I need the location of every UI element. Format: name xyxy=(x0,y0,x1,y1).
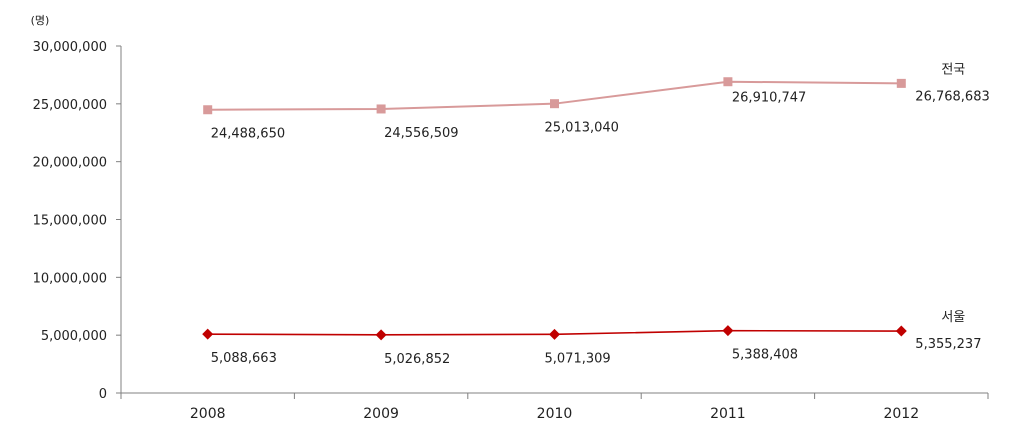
y-tick-label: 10,000,000 xyxy=(33,271,107,286)
data-point xyxy=(375,329,387,341)
y-tick-label: 25,000,000 xyxy=(33,98,107,113)
x-tick-label: 2012 xyxy=(883,406,919,422)
y-tick-label: 30,000,000 xyxy=(33,40,107,55)
data-point xyxy=(722,325,734,337)
x-tick-label: 2011 xyxy=(710,406,746,422)
data-label: 26,910,747 xyxy=(732,91,806,106)
data-label: 25,013,040 xyxy=(545,121,619,136)
y-axis: 0 5,000,000 10,000,000 15,000,000 20,000,000… xyxy=(33,40,122,402)
data-point xyxy=(896,78,906,88)
data-point xyxy=(549,328,560,340)
x-tick-label: 2008 xyxy=(190,406,226,422)
data-point xyxy=(376,104,386,114)
data-point xyxy=(203,105,213,115)
series-1: 24,488,650 24,556,509 25,013,040 26,910,747… xyxy=(203,62,990,142)
data-label: 24,488,650 xyxy=(211,127,285,142)
y-tick-label: 15,000,000 xyxy=(33,214,107,229)
series-name-label: 서울 xyxy=(941,310,965,325)
data-point xyxy=(550,99,559,109)
series-2: 5,088,663 5,026,852 5,071,309 5,388,408 5,35… xyxy=(202,310,981,367)
data-label: 5,026,852 xyxy=(384,352,450,367)
y-tick-label: 5,000,000 xyxy=(41,329,107,344)
x-axis: 2008 2009 2010 2011 2012 xyxy=(120,392,989,422)
x-tick-label: 2009 xyxy=(363,406,399,422)
data-label: 26,768,683 xyxy=(915,89,989,104)
series-layer: 24,488,650 24,556,509 25,013,040 26,910,747… xyxy=(202,62,990,367)
data-point xyxy=(723,77,733,87)
data-label: 5,355,237 xyxy=(915,337,981,352)
data-label: 5,071,309 xyxy=(545,351,611,366)
data-label: 5,388,408 xyxy=(732,348,798,363)
y-tick-label: 20,000,000 xyxy=(33,156,107,171)
data-label: 5,088,663 xyxy=(211,351,277,366)
y-unit-label: (명) xyxy=(31,14,50,27)
series-name-label: 전국 xyxy=(941,62,965,77)
x-tick-label: 2010 xyxy=(537,406,573,422)
data-label: 24,556,509 xyxy=(384,126,458,141)
y-tick-label: 0 xyxy=(99,387,107,402)
data-point xyxy=(895,325,907,337)
data-point xyxy=(202,328,214,340)
